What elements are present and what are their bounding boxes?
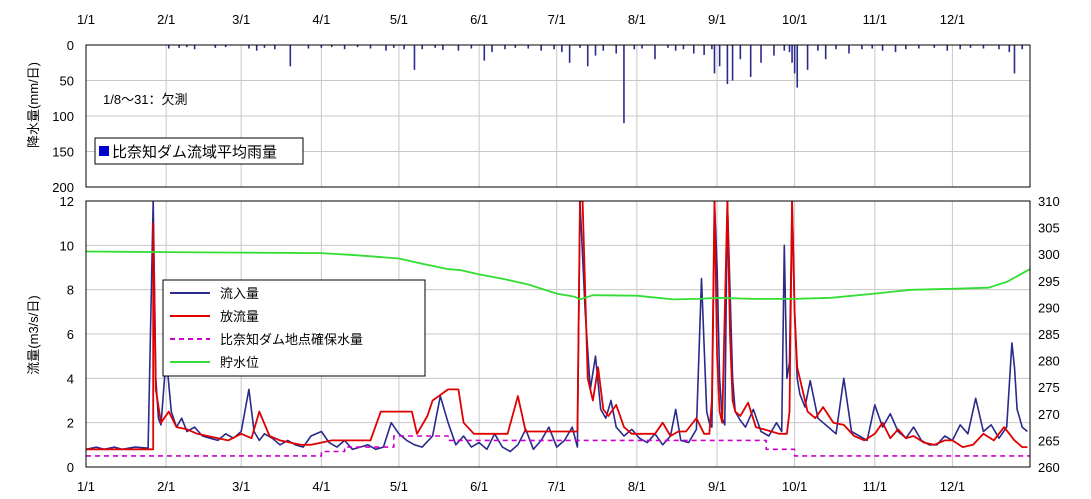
level-ytick-label: 310 xyxy=(1038,194,1060,209)
top-xtick-label: 3/1 xyxy=(232,12,250,27)
rain-ylabel: 降水量(mm/日) xyxy=(26,62,41,148)
storage-level-line xyxy=(86,250,1030,301)
top-xtick-label: 6/1 xyxy=(470,12,488,27)
flow-legend: 流入量 放流量 比奈知ダム地点確保水量 貯水位 xyxy=(162,279,426,377)
flow-plot-border xyxy=(85,200,1031,468)
legend-inflow-label: 流入量 xyxy=(220,286,259,301)
legend-storage-label: 貯水位 xyxy=(220,355,259,370)
top-xtick-label: 8/1 xyxy=(628,12,646,27)
rain-plot-border xyxy=(85,44,1031,188)
bottom-xtick-label: 2/1 xyxy=(157,479,175,494)
bottom-xtick-label: 3/1 xyxy=(232,479,250,494)
top-xtick-label: 7/1 xyxy=(548,12,566,27)
rain-ytick-label: 200 xyxy=(52,180,74,195)
bottom-xtick-label: 11/1 xyxy=(863,479,887,494)
axis-layer: 0 50 100 150 200 0 2 4 6 8 10 12 260 265 270 275 280 285 2… xyxy=(52,12,1059,494)
rain-ytick-label: 150 xyxy=(52,145,74,160)
flow-ylabel: 流量(m3/s/日) xyxy=(26,295,41,374)
outflow-line xyxy=(86,201,1028,451)
level-ytick-label: 280 xyxy=(1038,354,1060,369)
level-ytick-label: 290 xyxy=(1038,300,1060,315)
flow-ytick-label: 4 xyxy=(67,371,74,386)
missing-data-note: 1/8～31：欠測 xyxy=(103,92,188,107)
bottom-xtick-label: 4/1 xyxy=(312,479,330,494)
top-xtick-label: 11/1 xyxy=(863,12,887,27)
rain-legend-label: 比奈知ダム流域平均雨量 xyxy=(112,144,277,161)
level-ytick-label: 295 xyxy=(1038,274,1060,289)
flow-ytick-label: 10 xyxy=(60,238,74,253)
bottom-xtick-label: 8/1 xyxy=(628,479,646,494)
level-ytick-label: 265 xyxy=(1038,433,1060,448)
top-xtick-label: 5/1 xyxy=(390,12,408,27)
rain-ytick-label: 100 xyxy=(52,109,74,124)
bottom-xtick-label: 7/1 xyxy=(548,479,566,494)
flow-ytick-label: 8 xyxy=(67,283,74,298)
top-xtick-label: 4/1 xyxy=(312,12,330,27)
inflow-line xyxy=(86,201,1028,453)
bottom-xtick-label: 5/1 xyxy=(390,479,408,494)
rainfall-chart-panel xyxy=(85,44,1031,188)
top-xtick-label: 10/1 xyxy=(782,12,807,27)
level-ytick-label: 285 xyxy=(1038,327,1060,342)
rain-legend: 比奈知ダム流域平均雨量 xyxy=(94,137,304,165)
flow-legend-box xyxy=(162,279,426,377)
flow-ytick-label: 2 xyxy=(67,416,74,431)
rain-ytick-label: 50 xyxy=(60,74,74,89)
flow-ytick-label: 12 xyxy=(60,194,74,209)
bottom-xtick-label: 10/1 xyxy=(782,479,807,494)
legend-secured-label: 比奈知ダム地点確保水量 xyxy=(220,332,363,347)
flow-ytick-label: 0 xyxy=(67,460,74,475)
top-xtick-label: 9/1 xyxy=(708,12,726,27)
top-xtick-label: 2/1 xyxy=(157,12,175,27)
level-ytick-label: 275 xyxy=(1038,380,1060,395)
rain-legend-swatch xyxy=(99,146,109,156)
level-ytick-label: 270 xyxy=(1038,407,1060,422)
flow-ytick-label: 6 xyxy=(67,327,74,342)
bottom-xtick-label: 9/1 xyxy=(708,479,726,494)
level-ytick-label: 305 xyxy=(1038,221,1060,236)
bottom-xtick-label: 12/1 xyxy=(940,479,965,494)
legend-outflow-label: 放流量 xyxy=(220,309,259,324)
level-ytick-label: 300 xyxy=(1038,247,1060,262)
bottom-xtick-label: 6/1 xyxy=(470,479,488,494)
top-xtick-label: 1/1 xyxy=(77,12,95,27)
bottom-xtick-label: 1/1 xyxy=(77,479,95,494)
secured-flow-line xyxy=(86,435,1030,457)
level-ytick-label: 260 xyxy=(1038,460,1060,475)
top-xtick-label: 12/1 xyxy=(940,12,965,27)
rain-ytick-label: 0 xyxy=(67,38,74,53)
rain-legend-box xyxy=(94,137,304,165)
